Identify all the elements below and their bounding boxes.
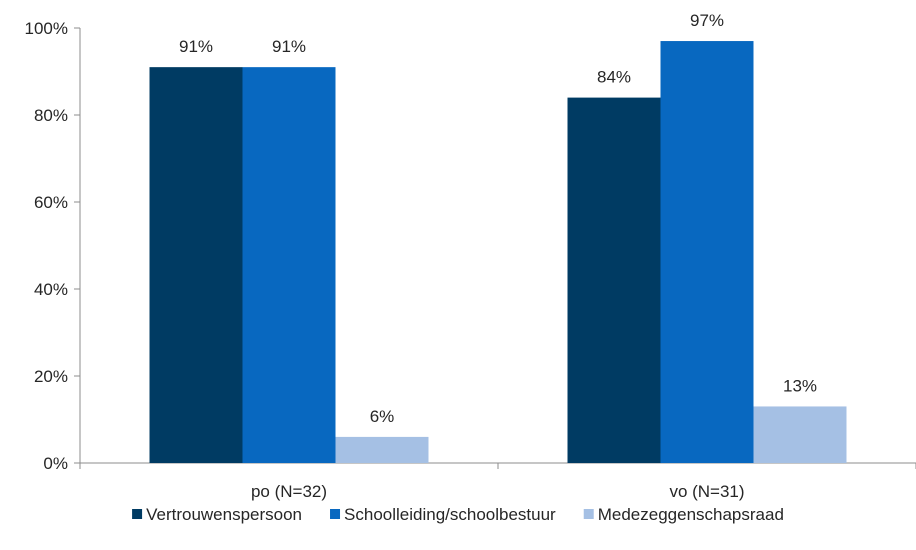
- legend-item: Schoolleiding/schoolbestuur: [330, 505, 556, 524]
- legend-label: Medezeggenschapsraad: [598, 505, 784, 524]
- data-label: 91%: [179, 37, 213, 56]
- legend-swatch: [583, 509, 594, 519]
- data-label: 97%: [690, 11, 724, 30]
- y-tick-label: 40%: [34, 280, 68, 299]
- bar: [753, 406, 847, 463]
- legend-label: Vertrouwenspersoon: [146, 505, 302, 524]
- bar: [567, 97, 661, 463]
- bars: [149, 41, 847, 464]
- bar: [335, 436, 429, 463]
- data-label: 6%: [370, 407, 395, 426]
- data-labels: 91% 91% 6% 84% 97% 13%: [179, 11, 817, 426]
- y-tick-label: 20%: [34, 367, 68, 386]
- legend-label: Schoolleiding/schoolbestuur: [344, 505, 556, 524]
- axes: 0% 20% 40% 60% 80% 100% po (N=32) vo (N=31): [25, 19, 916, 501]
- bar: [660, 41, 754, 464]
- y-tick-label: 80%: [34, 106, 68, 125]
- y-tick-label: 0%: [43, 454, 68, 473]
- data-label: 13%: [783, 376, 817, 395]
- legend: Vertrouwenspersoon Schoolleiding/schoolbe…: [132, 505, 784, 524]
- bar: [149, 67, 243, 464]
- x-category-label: po (N=32): [251, 482, 327, 501]
- legend-item: Vertrouwenspersoon: [132, 505, 302, 524]
- bar: [242, 67, 336, 464]
- y-tick-label: 100%: [25, 19, 68, 38]
- legend-swatch: [330, 509, 341, 519]
- y-tick-label: 60%: [34, 193, 68, 212]
- x-category-label: vo (N=31): [669, 482, 744, 501]
- data-label: 91%: [272, 37, 306, 56]
- legend-item: Medezeggenschapsraad: [583, 505, 784, 524]
- data-label: 84%: [597, 68, 631, 87]
- legend-swatch: [132, 509, 143, 519]
